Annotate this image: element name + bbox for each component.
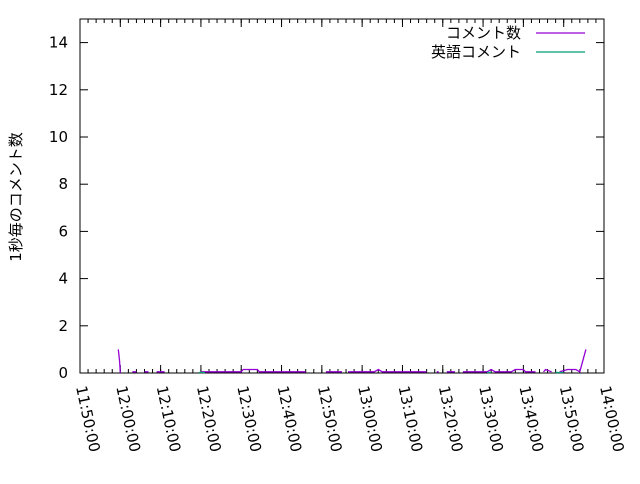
x-tick-label: 13:00:00 xyxy=(354,384,386,454)
legend-label: コメント数 xyxy=(446,24,521,42)
y-tick-label: 2 xyxy=(58,317,68,335)
x-tick-label: 12:30:00 xyxy=(233,384,265,454)
series-layer xyxy=(117,349,587,374)
x-tick-label: 13:30:00 xyxy=(475,384,507,454)
x-tick-label: 12:10:00 xyxy=(153,384,185,454)
y-axis-label: 1秒毎のコメント数 xyxy=(7,132,25,262)
y-tick-label: 6 xyxy=(58,222,68,240)
y-tick-label: 8 xyxy=(58,175,68,193)
x-tick-label: 12:50:00 xyxy=(314,384,346,454)
x-tick-label: 12:20:00 xyxy=(193,384,225,454)
plot-border xyxy=(79,18,605,374)
x-tick-label: 13:10:00 xyxy=(395,384,427,454)
y-tick-label: 4 xyxy=(58,270,68,288)
x-tick-label: 13:50:00 xyxy=(556,384,588,454)
y-tick-label: 10 xyxy=(49,128,68,146)
legend-label: 英語コメント xyxy=(431,43,521,61)
y-tick-label: 12 xyxy=(49,81,68,99)
x-tick-label: 12:40:00 xyxy=(274,384,306,454)
y-tick-label: 14 xyxy=(49,34,68,52)
x-tick-label: 11:50:00 xyxy=(72,384,104,454)
y-tick-label: 0 xyxy=(58,364,68,382)
series-line-1 xyxy=(117,349,587,374)
x-tick-label: 13:20:00 xyxy=(435,384,467,454)
x-tick-label: 12:00:00 xyxy=(112,384,144,454)
axes: 0 2 4 6 8 10 12 14 11:50:00 12:00:00 12:10:00 12:20… xyxy=(49,18,628,454)
x-tick-label: 14:00:00 xyxy=(596,384,628,454)
x-tick-label: 13:40:00 xyxy=(515,384,547,454)
